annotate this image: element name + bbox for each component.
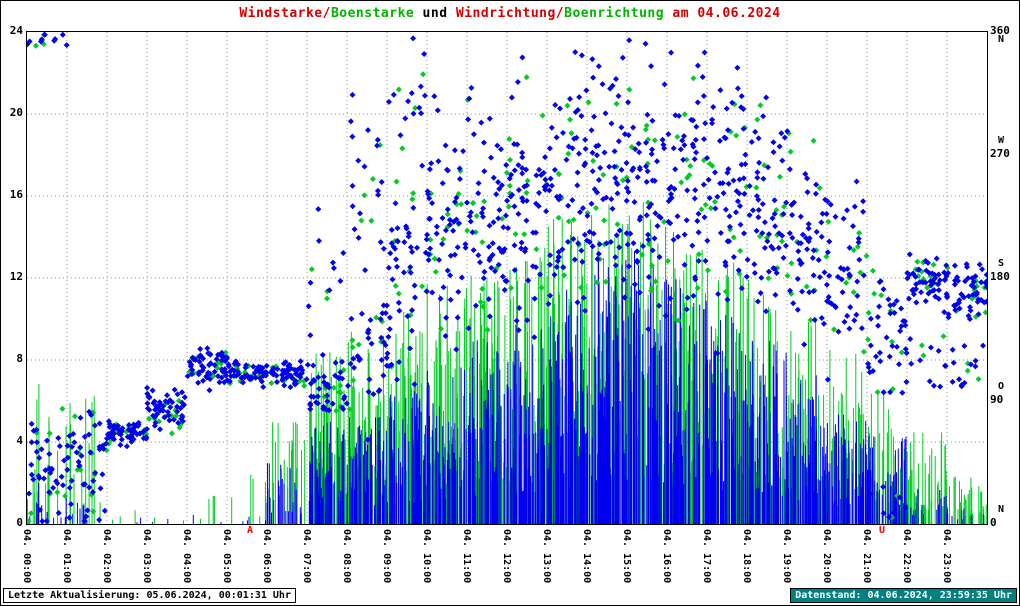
x-axis-time-label: 04. 18:00 [741, 529, 752, 584]
chart-title: Windstarke/Boenstarke und Windrichtung/B… [1, 6, 1019, 21]
x-axis-time-label: 04. 23:00 [941, 529, 952, 584]
y-right-tick: 90 [990, 393, 1004, 406]
plot-area [26, 31, 988, 525]
bars-windstarke [29, 251, 984, 524]
sun-event-marker: A [247, 525, 254, 536]
y-right-direction-letter: S [998, 258, 1005, 269]
y-right-direction-letter: W [998, 135, 1005, 146]
y-left-tick: 24 [9, 24, 23, 37]
x-axis-time-label: 04. 16:00 [661, 529, 672, 584]
y-left-tick: 16 [9, 188, 23, 201]
x-axis-time-label: 04. 03:00 [141, 529, 152, 584]
y-right-direction-letter: N [998, 34, 1005, 45]
x-axis-time-label: 04. 00:00 [21, 529, 32, 584]
sun-event-marker: U [879, 525, 886, 536]
data-timestamp-label: Datenstand: 04.06.2024, 23:59:35 Uhr [790, 588, 1017, 603]
y-left-tick: 20 [9, 106, 23, 119]
x-axis-time-label: 04. 20:00 [821, 529, 832, 584]
x-axis-time-label: 04. 14:00 [581, 529, 592, 584]
y-right-tick: 270 [990, 147, 1010, 160]
x-axis-time-label: 04. 13:00 [541, 529, 552, 584]
y-left-tick: 4 [16, 434, 23, 447]
y-right-tick: 180 [990, 270, 1010, 283]
y-left-tick: 12 [9, 270, 23, 283]
title-segment: Windstarke/ [239, 6, 331, 21]
wind-chart-plot [27, 32, 987, 524]
x-axis-time-label: 04. 22:00 [901, 529, 912, 584]
title-segment: und [414, 6, 456, 21]
title-segment: Windrichtung/ [455, 6, 565, 21]
points-windrichtung [27, 32, 987, 524]
x-axis-time-label: 04. 17:00 [701, 529, 712, 584]
x-axis-time-label: 04. 05:00 [221, 529, 232, 584]
x-axis-time-label: 04. 11:00 [461, 529, 472, 584]
x-axis-time-label: 04. 06:00 [261, 529, 272, 584]
y-right-tick: 0 [990, 516, 997, 529]
title-segment: am 04.06.2024 [664, 6, 781, 21]
title-segment: Boenstarke [330, 6, 415, 21]
x-axis-time-label: 04. 12:00 [501, 529, 512, 584]
title-segment: Boenrichtung [564, 6, 665, 21]
x-axis-time-label: 04. 01:00 [61, 529, 72, 584]
x-axis-time-label: 04. 10:00 [421, 529, 432, 584]
x-axis-time-label: 04. 04:00 [181, 529, 192, 584]
x-axis-time-label: 04. 09:00 [381, 529, 392, 584]
x-axis-time-label: 04. 02:00 [101, 529, 112, 584]
y-left-tick: 0 [16, 516, 23, 529]
x-axis-time-label: 04. 08:00 [341, 529, 352, 584]
y-right-direction-letter: O [998, 381, 1005, 392]
x-axis-time-label: 04. 15:00 [621, 529, 632, 584]
y-right-tick: 360 [990, 24, 1010, 37]
last-update-label: Letzte Aktualisierung: 05.06.2024, 00:01… [3, 588, 296, 603]
x-axis-time-label: 04. 07:00 [301, 529, 312, 584]
y-left-tick: 8 [16, 352, 23, 365]
x-axis-time-label: 04. 21:00 [861, 529, 872, 584]
y-right-direction-letter: N [998, 504, 1005, 515]
x-axis-time-label: 04. 19:00 [781, 529, 792, 584]
